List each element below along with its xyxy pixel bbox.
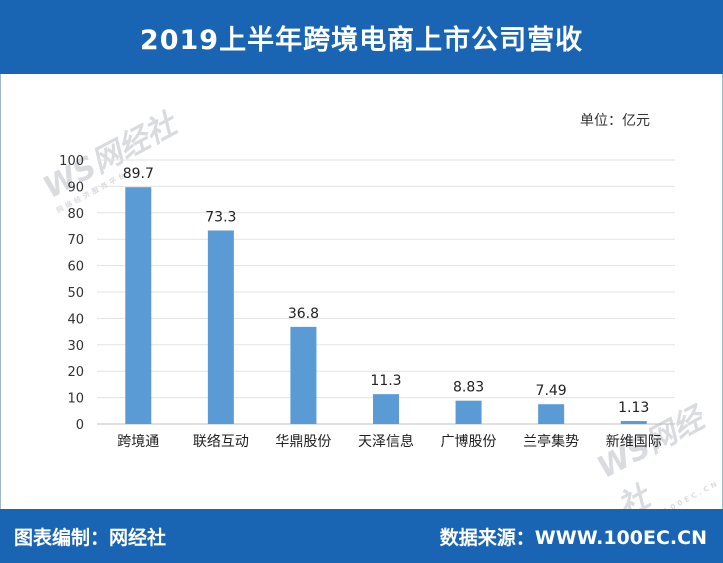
bar bbox=[620, 421, 647, 424]
bar bbox=[125, 187, 152, 424]
x-tick-label: 兰亭集势 bbox=[523, 433, 579, 450]
chart-title: 2019上半年跨境电商上市公司营收 bbox=[0, 0, 723, 74]
bar bbox=[373, 394, 399, 424]
y-tick-label: 50 bbox=[67, 286, 84, 301]
bar bbox=[455, 400, 482, 424]
value-label: 1.13 bbox=[618, 400, 649, 416]
value-label: 8.83 bbox=[453, 380, 484, 396]
bars bbox=[125, 187, 647, 424]
footer-credit: 图表编制：网经社 bbox=[14, 527, 167, 549]
footer-source: 数据来源：WWW.100EC.CN bbox=[439, 527, 707, 549]
y-tick-label: 30 bbox=[67, 339, 84, 354]
x-tick-label: 新维国际 bbox=[606, 434, 662, 450]
y-tick-label: 80 bbox=[67, 207, 84, 222]
footer-bar: 图表编制：网经社 数据来源：WWW.100EC.CN bbox=[0, 509, 723, 563]
x-tick-label: 广博股份 bbox=[441, 433, 497, 450]
y-tick-label: 0 bbox=[76, 418, 84, 433]
x-tick-label: 华鼎股份 bbox=[275, 434, 331, 450]
bar bbox=[207, 230, 234, 424]
y-tick-label: 60 bbox=[67, 260, 84, 275]
value-label: 73.3 bbox=[205, 209, 236, 225]
value-labels: 89.7 73.3 36.8 11.3 8.83 7.49 1.13 bbox=[123, 166, 650, 416]
value-label: 7.49 bbox=[536, 383, 567, 399]
x-tick-label: 联络互动 bbox=[193, 434, 249, 450]
y-tick-label: 40 bbox=[67, 312, 84, 327]
bar bbox=[290, 326, 317, 424]
y-tick-label: 20 bbox=[67, 365, 84, 380]
bar bbox=[538, 404, 565, 424]
y-tick-label: 10 bbox=[67, 392, 84, 407]
y-tick-label: 90 bbox=[67, 180, 84, 195]
unit-label: 单位：亿元 bbox=[580, 113, 650, 129]
gridlines bbox=[97, 159, 675, 425]
value-label: 36.8 bbox=[288, 306, 319, 322]
value-label: 11.3 bbox=[370, 373, 401, 389]
y-axis: 0 10 20 30 40 50 60 70 80 90 100 bbox=[59, 154, 84, 433]
y-tick-label: 70 bbox=[67, 233, 84, 248]
x-axis: 跨境通 联络互动 华鼎股份 天泽信息 广博股份 兰亭集势 新维国际 bbox=[117, 433, 661, 450]
x-tick-label: 跨境通 bbox=[117, 434, 159, 450]
y-tick-label: 100 bbox=[59, 154, 84, 169]
x-tick-label: 天泽信息 bbox=[358, 433, 414, 450]
value-label: 89.7 bbox=[123, 166, 154, 182]
